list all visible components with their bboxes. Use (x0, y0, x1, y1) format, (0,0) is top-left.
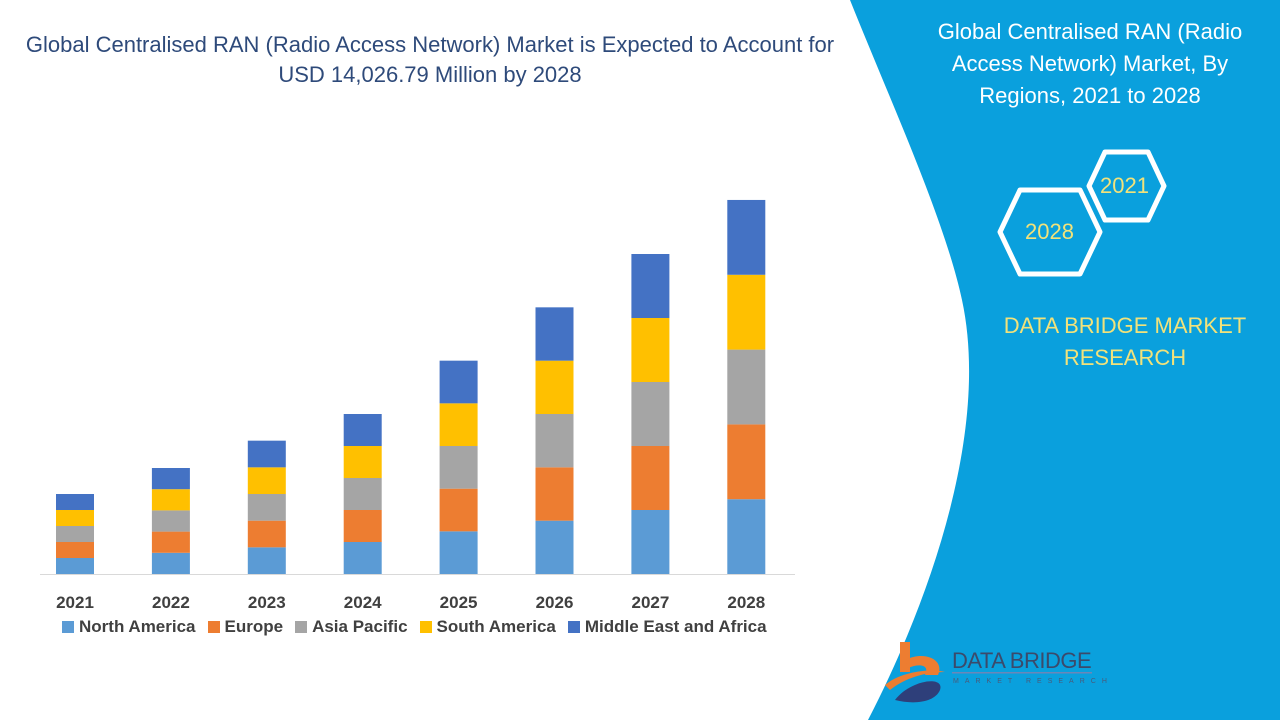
bar-segment-north-america-2027 (631, 510, 670, 574)
x-tick-label: 2026 (536, 593, 574, 612)
bar-segment-north-america-2021 (56, 558, 94, 574)
hex-label-2021: 2021 (1100, 173, 1149, 198)
bar-segment-north-america-2025 (439, 531, 478, 574)
x-tick-label: 2027 (631, 593, 669, 612)
legend-label: North America (79, 617, 196, 636)
bar-segment-north-america-2026 (535, 520, 574, 574)
bar-segment-north-america-2028 (727, 499, 766, 574)
bar-segment-europe-2025 (439, 488, 478, 532)
bar-segment-europe-2026 (535, 467, 574, 521)
legend-item: Europe (207, 617, 284, 637)
bar-segment-south-america-2023 (247, 467, 286, 494)
hex-label-2028: 2028 (1025, 219, 1074, 244)
hex-2028 (997, 187, 1103, 277)
logo-subtext: MARKET RESEARCH (953, 678, 1113, 685)
bar-segment-middle-east-and-africa-2022 (151, 468, 190, 490)
x-tick-label: 2021 (56, 593, 94, 612)
side-panel-shape (850, 0, 1280, 720)
chart-legend: North America Europe Asia Pacific South Ame… (62, 617, 767, 637)
logo-text: DATA BRIDGE (952, 648, 1092, 673)
brand-text: DATA BRIDGE MARKET RESEARCH (1003, 313, 1247, 370)
x-tick-label: 2028 (727, 593, 765, 612)
bar-segment-south-america-2022 (151, 489, 190, 511)
bar-segment-europe-2021 (56, 542, 94, 558)
bar-segment-asia-pacific-2025 (439, 446, 478, 489)
x-tick-label: 2024 (344, 593, 382, 612)
stacked-bar-chart: 2021 2022 2023 2024 2025 2026 2027 2028 (40, 199, 795, 612)
bar-segment-middle-east-and-africa-2021 (56, 494, 94, 510)
legend-swatch (295, 621, 308, 633)
bar-segment-asia-pacific-2021 (56, 526, 94, 542)
bar-segment-south-america-2021 (56, 510, 94, 526)
bar-segment-middle-east-and-africa-2027 (631, 254, 670, 318)
bar-segment-south-america-2028 (727, 274, 766, 350)
bar-segment-europe-2022 (151, 531, 190, 553)
bar-segment-south-america-2024 (343, 446, 382, 478)
hex-2021 (1086, 149, 1167, 223)
bar-segment-asia-pacific-2028 (727, 349, 766, 425)
bar-segment-europe-2024 (343, 510, 382, 542)
legend-label: Middle East and Africa (584, 617, 767, 636)
bar-segment-europe-2028 (727, 424, 766, 500)
legend-swatch (567, 621, 580, 633)
bar-segment-north-america-2024 (343, 542, 382, 574)
legend-swatch (419, 621, 432, 633)
logo-icon (885, 642, 1092, 703)
legend-item: Asia Pacific (295, 617, 408, 637)
bar-segment-middle-east-and-africa-2023 (247, 440, 286, 468)
bar-segment-asia-pacific-2027 (631, 382, 670, 446)
bar-segment-asia-pacific-2022 (151, 510, 190, 532)
x-tick-label: 2022 (152, 593, 190, 612)
legend-item: South America (419, 617, 556, 637)
bar-segment-middle-east-and-africa-2024 (343, 414, 382, 446)
bar-segment-north-america-2023 (247, 547, 286, 574)
x-tick-label: 2023 (248, 593, 286, 612)
legend-swatch (62, 621, 74, 633)
bar-segment-europe-2027 (631, 446, 670, 510)
bar-segment-asia-pacific-2026 (535, 414, 574, 468)
x-tick-label: 2025 (440, 593, 478, 612)
legend-swatch (207, 621, 220, 633)
legend-item: North America (62, 617, 196, 637)
bar-segment-asia-pacific-2023 (247, 494, 286, 521)
bar-segment-south-america-2025 (439, 403, 478, 446)
legend-label: Asia Pacific (312, 617, 408, 636)
bar-segment-middle-east-and-africa-2028 (727, 199, 766, 275)
bar-segment-north-america-2022 (151, 552, 190, 574)
chart-title: Global Centralised RAN (Radio Access Net… (25, 32, 835, 87)
bar-segment-south-america-2026 (535, 360, 574, 414)
legend-item: Middle East and Africa (567, 617, 767, 637)
bar-segment-asia-pacific-2024 (343, 478, 382, 510)
bar-segment-europe-2023 (247, 520, 286, 548)
legend-label: South America (436, 617, 556, 636)
side-panel-title: Global Centralised RAN (Radio Access Net… (937, 19, 1243, 108)
bar-segment-middle-east-and-africa-2025 (439, 360, 478, 404)
bar-segment-middle-east-and-africa-2026 (535, 307, 574, 361)
legend-label: Europe (224, 617, 284, 636)
bar-segment-south-america-2027 (631, 318, 670, 382)
